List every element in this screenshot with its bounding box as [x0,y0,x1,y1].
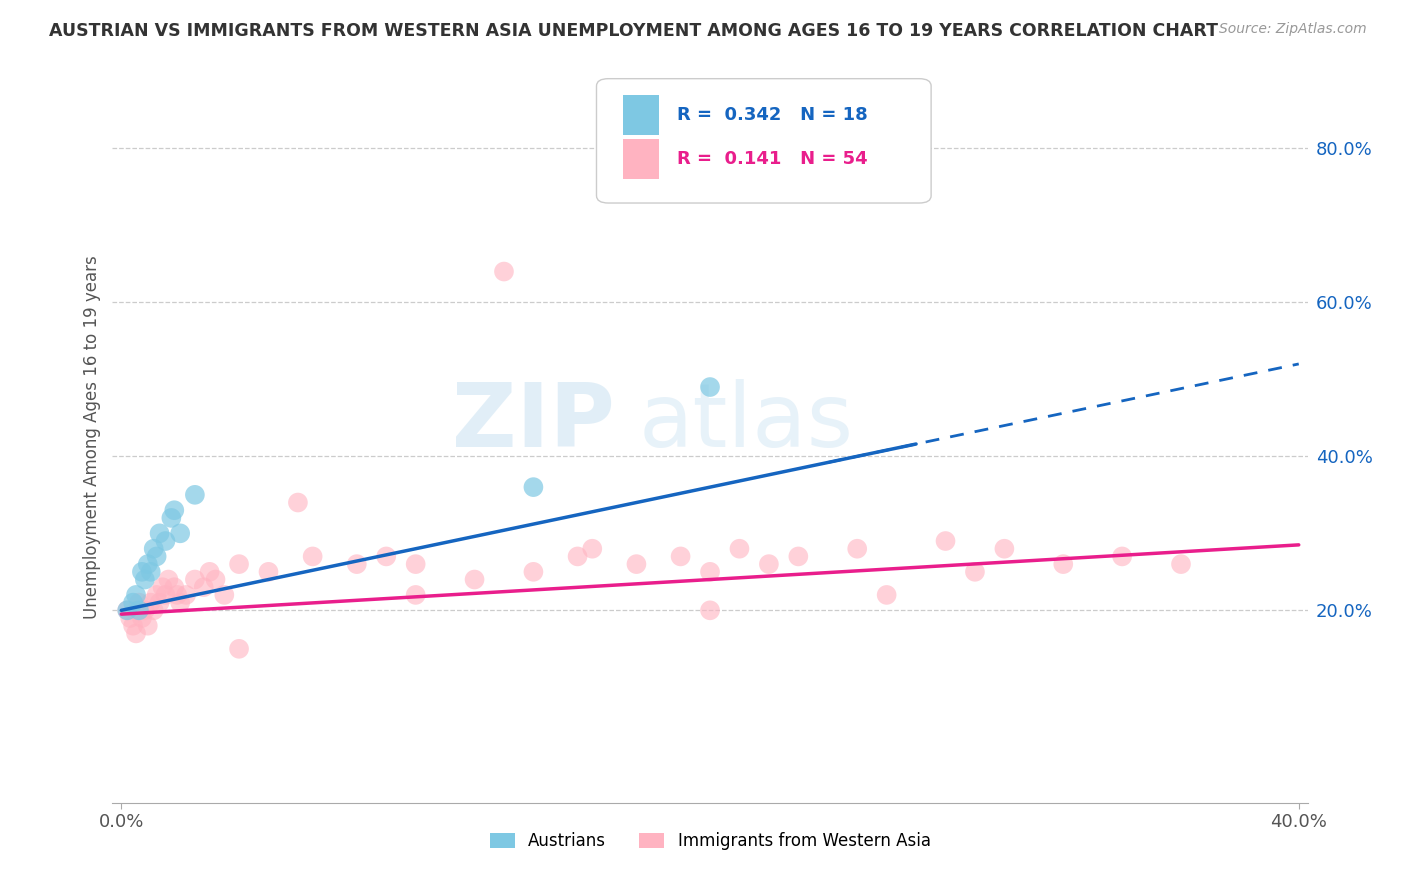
Point [120,611,142,625]
Point [464,573,486,587]
Point [122,618,145,632]
Point [136,557,159,571]
Point [160,511,183,525]
Point [115,603,138,617]
Point [128,603,150,617]
Point [125,588,148,602]
Point [1052,557,1074,571]
Point [163,580,186,594]
Point [155,588,177,602]
Point [301,549,323,564]
Point [204,573,226,587]
Point [1111,549,1133,564]
Point [145,549,167,564]
Point [287,495,309,509]
Point [115,603,138,617]
Point [581,541,603,556]
Point [492,264,515,278]
Point [128,596,150,610]
Point [139,565,162,579]
Point [669,549,692,564]
Point [567,549,589,564]
Point [699,565,721,579]
Point [131,565,153,579]
Text: R =  0.342   N = 18: R = 0.342 N = 18 [676,106,868,124]
Point [184,573,207,587]
Point [214,588,236,602]
Point [522,480,544,494]
FancyBboxPatch shape [596,78,931,203]
Point [728,541,751,556]
Text: R =  0.141   N = 54: R = 0.141 N = 54 [676,150,868,168]
Point [228,557,250,571]
Point [155,534,177,549]
Point [142,541,165,556]
Y-axis label: Unemployment Among Ages 16 to 19 years: Unemployment Among Ages 16 to 19 years [83,255,101,619]
Point [787,549,810,564]
Text: Source: ZipAtlas.com: Source: ZipAtlas.com [1219,22,1367,37]
Point [139,596,162,610]
Point [405,557,427,571]
Point [846,541,869,556]
Point [699,380,721,394]
Point [346,557,368,571]
Point [169,596,191,610]
Point [125,603,148,617]
Point [148,596,170,610]
Point [375,549,398,564]
Point [163,503,186,517]
Bar [623,95,658,136]
Point [758,557,780,571]
Point [142,603,165,617]
Point [993,541,1015,556]
Legend: Austrians, Immigrants from Western Asia: Austrians, Immigrants from Western Asia [482,825,938,856]
Point [522,565,544,579]
Point [148,526,170,541]
Point [131,611,153,625]
Point [134,603,156,617]
Point [169,526,191,541]
Text: atlas: atlas [638,379,853,466]
Point [934,534,956,549]
Point [174,588,197,602]
Point [198,565,221,579]
Point [122,596,145,610]
Point [257,565,280,579]
Point [963,565,986,579]
Point [193,580,215,594]
Bar [623,139,658,179]
Point [626,557,648,571]
Point [145,588,167,602]
Point [125,626,148,640]
Point [134,573,156,587]
Point [876,588,898,602]
Text: ZIP: ZIP [451,379,614,466]
Text: AUSTRIAN VS IMMIGRANTS FROM WESTERN ASIA UNEMPLOYMENT AMONG AGES 16 TO 19 YEARS : AUSTRIAN VS IMMIGRANTS FROM WESTERN ASIA… [49,22,1218,40]
Point [184,488,207,502]
Point [699,603,721,617]
Point [405,588,427,602]
Point [228,641,250,656]
Point [152,580,174,594]
Point [166,588,188,602]
Point [157,573,180,587]
Point [1170,557,1192,571]
Point [136,618,159,632]
